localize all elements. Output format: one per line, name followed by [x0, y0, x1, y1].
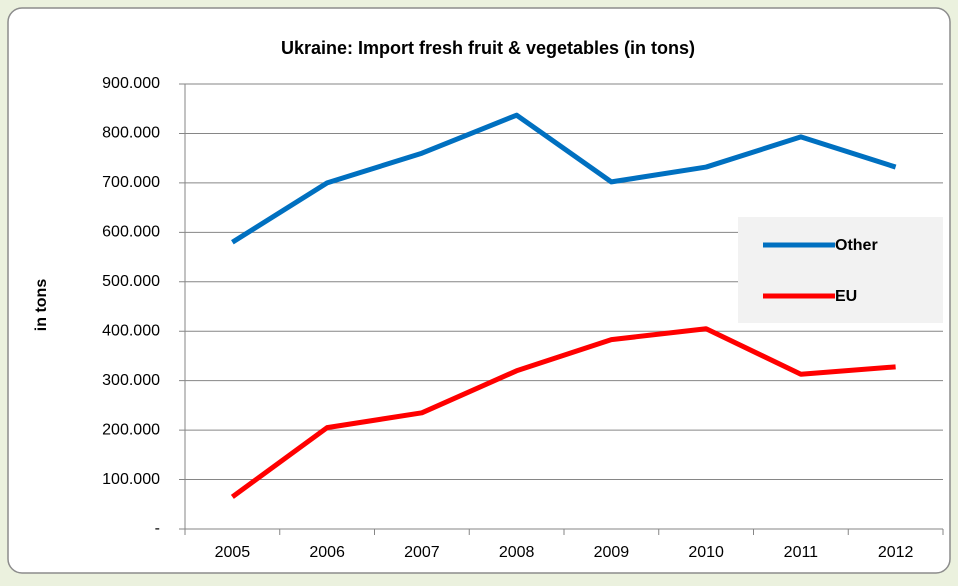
legend-label: EU [835, 288, 857, 305]
x-tick-label: 2007 [404, 544, 440, 561]
legend-box [738, 217, 943, 323]
y-tick-label: - [155, 520, 160, 537]
legend-label: Other [835, 237, 878, 254]
line-series [231, 112, 897, 245]
x-tick-label: 2011 [784, 544, 819, 561]
x-tick-label: 2008 [499, 544, 535, 561]
x-tick-label: 2005 [215, 544, 251, 561]
y-axis-label: in tons [33, 279, 50, 332]
y-tick-label: 200.000 [102, 421, 160, 438]
x-tick-label: 2006 [309, 544, 345, 561]
y-tick-label: 500.000 [102, 273, 160, 290]
chart-panel [7, 7, 951, 574]
y-tick-label: 700.000 [102, 174, 160, 191]
x-tick-label: 2009 [594, 544, 630, 561]
y-tick-label: 300.000 [102, 372, 160, 389]
y-tick-label: 800.000 [102, 125, 160, 142]
y-tick-label: 600.000 [102, 224, 160, 241]
y-tick-label: 400.000 [102, 322, 160, 339]
x-tick-label: 2010 [688, 544, 724, 561]
y-tick-label: 100.000 [102, 471, 160, 488]
line-series [230, 326, 896, 499]
chart-title: Ukraine: Import fresh fruit & vegetables… [281, 38, 695, 58]
y-tick-label: 900.000 [102, 75, 160, 92]
x-tick-label: 2012 [878, 544, 914, 561]
